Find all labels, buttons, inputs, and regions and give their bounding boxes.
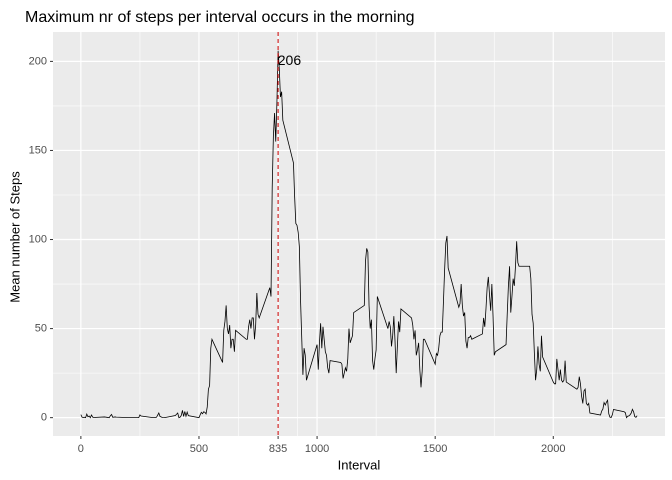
y-tick-label: 0 — [41, 412, 47, 424]
x-tick-label: 0 — [78, 443, 84, 455]
y-tick-label: 50 — [35, 322, 47, 334]
x-tick-label: 835 — [269, 443, 287, 455]
x-axis-label: Interval — [338, 457, 381, 472]
x-tick-label: 2000 — [541, 443, 565, 455]
annotation: 206 — [278, 52, 302, 68]
y-tick-label: 150 — [29, 144, 47, 156]
y-tick-label: 100 — [29, 233, 47, 245]
x-tick-label: 1500 — [423, 443, 447, 455]
plot-panel — [53, 32, 665, 436]
y-axis-label: Mean number of Steps — [7, 171, 22, 303]
chart-title: Maximum nr of steps per interval occurs … — [25, 9, 414, 26]
x-tick-label: 1000 — [305, 443, 329, 455]
line — [80, 50, 638, 419]
y-tick-label: 200 — [29, 55, 47, 67]
x-tick-label: 500 — [190, 443, 208, 455]
